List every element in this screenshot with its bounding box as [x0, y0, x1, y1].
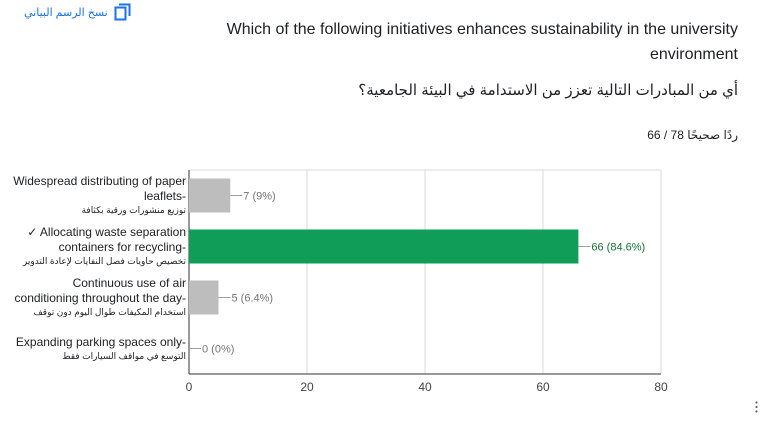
category-label: ✓ Allocating waste separation containers…	[8, 225, 186, 268]
bar	[189, 280, 219, 315]
data-label: 66 (84.6%)	[591, 242, 645, 254]
category-label: Widespread distributing of paper leaflet…	[8, 174, 186, 217]
data-label: 5 (6.4%)	[232, 293, 274, 305]
category-label: Continuous use of air conditioning throu…	[8, 276, 186, 319]
bar	[189, 178, 231, 213]
category-label-ar: التوسع في مواقف السيارات فقط	[62, 350, 186, 361]
correct-answers-count: 66 / 78 ردًا صحيحًا	[647, 128, 738, 142]
more-options-icon[interactable]	[755, 400, 758, 413]
category-label-en: Continuous use of air conditioning throu…	[14, 276, 186, 305]
response-bar-chart: 0 20 40 60 80 7 (9%) 66 (84.6%) 5 (6.4%) 0 (0%)	[186, 169, 668, 394]
question-title-ar: أي من المبادرات التالية تعزز من الاستدام…	[358, 82, 738, 99]
x-tick-label: 0	[186, 380, 193, 394]
bar	[189, 229, 579, 264]
category-label-ar: توزيع منشورات ورقية بكثافة	[81, 205, 186, 215]
x-tick-label: 40	[418, 380, 432, 394]
category-label-ar: تخصيص حاويات فصل النفايات لإعادة التدوير	[22, 256, 186, 266]
question-title-en: Which of the following initiatives enhan…	[226, 21, 738, 63]
copy-chart-label: نسخ الرسم البياني	[24, 6, 108, 19]
x-tick-label: 20	[300, 380, 314, 394]
category-label: Expanding parking spaces only- التوسع في …	[8, 335, 186, 363]
copy-icon	[114, 3, 131, 21]
data-label: 0 (0%)	[202, 344, 234, 356]
x-tick-label: 60	[536, 380, 550, 394]
category-label-ar: استخدام المكيفات طوال اليوم دون توقف	[33, 307, 186, 317]
category-label-en: Widespread distributing of paper leaflet…	[13, 174, 186, 203]
category-label-en: ✓ Allocating waste separation containers…	[27, 225, 186, 254]
copy-chart-button[interactable]: نسخ الرسم البياني	[24, 3, 132, 21]
data-label: 7 (9%)	[243, 191, 275, 203]
x-tick-label: 80	[654, 380, 668, 394]
category-label-en: Expanding parking spaces only-	[15, 334, 186, 349]
